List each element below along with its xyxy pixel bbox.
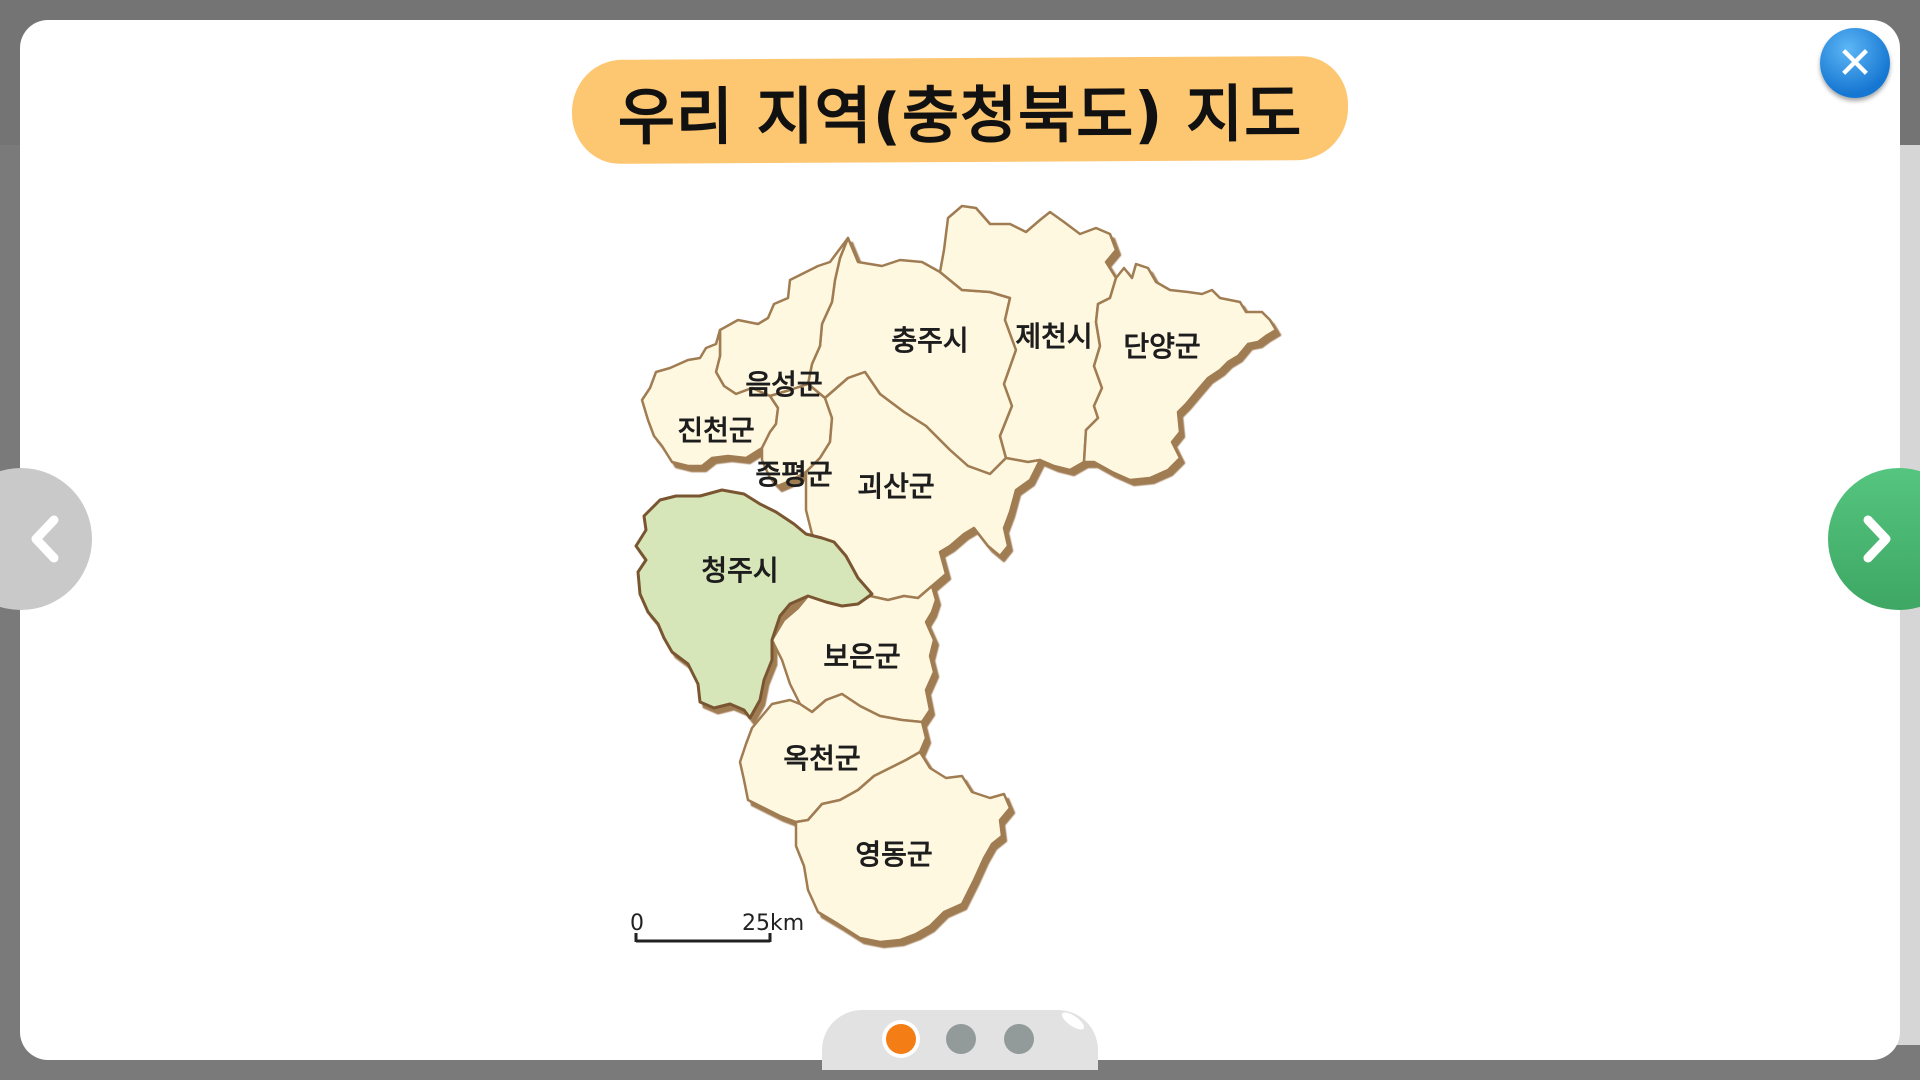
close-icon: ✕ xyxy=(1836,37,1874,89)
region-label-jeungpyeong: 증평군 xyxy=(755,458,832,491)
scale-end-label: 25km xyxy=(742,911,804,936)
page-dot-1[interactable] xyxy=(886,1024,916,1054)
region-label-cheongju: 청주시 xyxy=(701,554,778,587)
region-boeun[interactable] xyxy=(770,584,938,724)
chevron-right-icon xyxy=(1863,515,1891,563)
region-label-chungju: 충주시 xyxy=(891,324,968,357)
region-label-danyang: 단양군 xyxy=(1123,330,1200,363)
region-yeongdong[interactable] xyxy=(794,750,1012,944)
scale-bar: 0 25km xyxy=(630,911,804,943)
region-label-okcheon: 옥천군 xyxy=(783,742,860,775)
region-label-boeun: 보은군 xyxy=(823,640,900,673)
region-label-jincheon: 진천군 xyxy=(677,414,754,447)
close-button[interactable]: ✕ xyxy=(1820,28,1890,98)
region-label-jecheon: 제천시 xyxy=(1015,320,1092,353)
region-label-goesan: 괴산군 xyxy=(857,470,934,503)
page-dot-3[interactable] xyxy=(1004,1024,1034,1054)
page-dot-2[interactable] xyxy=(946,1024,976,1054)
region-label-yeongdong: 영동군 xyxy=(855,838,932,871)
chevron-left-icon xyxy=(31,515,59,563)
region-cheongju[interactable] xyxy=(634,488,874,720)
region-danyang[interactable] xyxy=(1082,262,1278,482)
scale-start-label: 0 xyxy=(630,911,644,936)
region-label-eumseong: 음성군 xyxy=(745,368,822,401)
region-jeungpyeong[interactable] xyxy=(760,382,834,488)
